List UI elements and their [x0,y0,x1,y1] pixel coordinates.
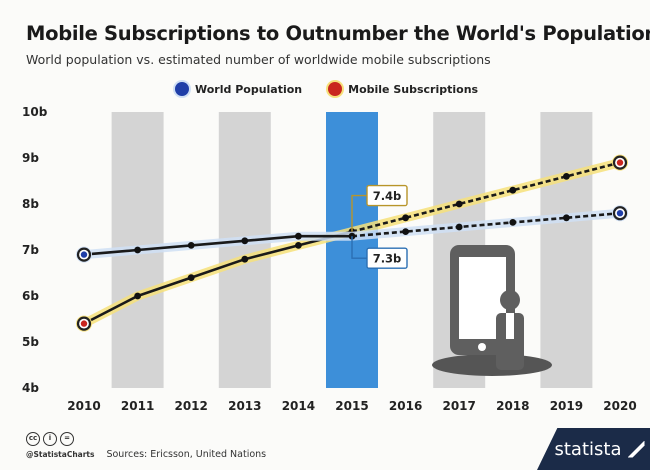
series-line-projected [351,161,621,233]
data-point [187,242,195,249]
person-head-icon [500,290,520,310]
series-line-solid [83,230,353,325]
x-tick-label: 2011 [121,399,154,413]
annotation-leader [351,194,367,232]
y-tick-label: 8b [22,197,39,211]
x-tick-label: 2016 [389,399,422,413]
data-point [455,200,463,208]
year-band [540,112,593,388]
nd-icon: = [60,432,74,446]
y-tick-label: 4b [22,381,39,395]
legend-item-mobile-subscriptions: Mobile Subscriptions [328,82,478,96]
y-tick-label: 10b [22,105,48,119]
data-point [509,186,517,194]
brand-name: statista [554,438,622,460]
statista-logo: statista [537,428,650,470]
illustration-shadow [432,354,552,376]
chart-title: Mobile Subscriptions to Outnumber the Wo… [26,22,650,45]
legend-swatch-blue [175,82,189,96]
footer-handle: @StatistaCharts [26,450,95,459]
cc-icon: cc [26,432,40,446]
data-point [563,214,570,222]
legend: World Population Mobile Subscriptions [175,82,478,96]
legend-item-world-population: World Population [175,82,302,96]
data-point-center [80,251,88,258]
data-point [455,223,463,231]
data-point-center [616,159,624,166]
legend-label: Mobile Subscriptions [348,82,479,96]
data-point-center [80,320,88,327]
data-point [187,274,195,281]
x-tick-label: 2020 [603,399,636,413]
data-point [402,228,409,236]
data-point [563,173,570,180]
x-tick-label: 2015 [335,399,368,413]
by-icon: i [43,432,57,446]
data-point [241,255,249,263]
annotation-label: 7.3b [373,252,402,266]
x-tick-label: 2014 [282,399,315,413]
x-tick-label: 2010 [67,399,100,413]
footer-sources: Sources: Ericsson, United Nations [106,449,267,460]
data-point [295,232,302,240]
data-point [134,292,142,300]
data-point [241,237,249,245]
data-point [402,214,409,222]
y-tick-label: 9b [22,151,39,165]
legend-swatch-red [328,82,343,96]
annotation-leader [351,236,367,259]
statista-mark-icon [627,440,645,458]
x-tick-label: 2019 [550,399,583,413]
annotation-box [366,247,408,269]
series-line-solid [83,234,352,256]
data-point [295,242,302,249]
x-tick-label: 2017 [442,399,475,413]
footer: cc i = @StatistaCharts Sources: Ericsson… [26,432,266,460]
data-point [509,219,517,226]
x-tick-label: 2018 [496,399,529,413]
series-line-projected [351,211,621,238]
legend-label: World Population [195,82,303,96]
x-tick-label: 2012 [174,399,207,413]
chart-subtitle: World population vs. estimated number of… [26,52,491,67]
annotation-label: 7.4b [373,189,402,203]
person-tie-icon [506,313,514,339]
y-tick-label: 5b [22,335,39,349]
phone-button-icon [478,343,486,351]
y-tick-label: 6b [22,289,39,303]
year-band [218,112,271,388]
data-point [134,246,142,254]
annotation-box [366,184,408,207]
y-tick-label: 7b [22,243,39,257]
data-point-center [616,210,624,217]
person-body-icon [496,313,524,370]
license-icons: cc i = [26,432,266,446]
x-tick-label: 2013 [228,399,261,413]
